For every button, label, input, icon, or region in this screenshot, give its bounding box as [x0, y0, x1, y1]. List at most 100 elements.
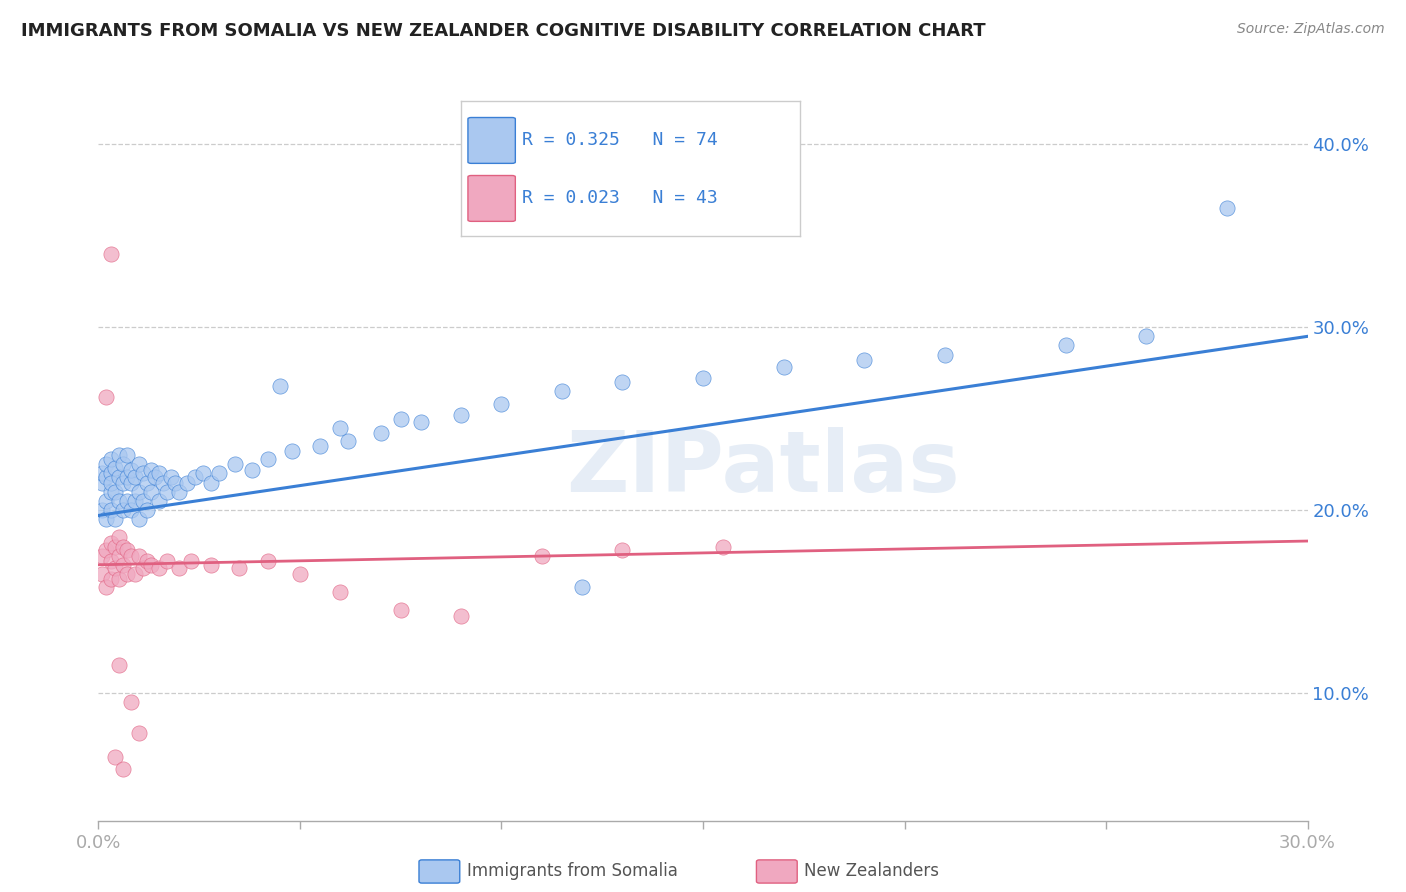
Point [128, 512, 150, 526]
Point [551, 384, 574, 399]
Point [128, 549, 150, 563]
Point [228, 561, 250, 575]
Point [143, 470, 166, 484]
Point [100, 503, 122, 517]
Point [612, 375, 634, 389]
Point [100, 247, 122, 261]
Point [103, 512, 125, 526]
Point [389, 411, 412, 425]
Point [100, 536, 122, 550]
Point [370, 426, 392, 441]
Point [107, 658, 129, 673]
Point [107, 448, 129, 462]
Point [409, 415, 432, 429]
Point [111, 558, 134, 572]
Point [100, 554, 122, 568]
Point [132, 467, 155, 481]
Point [111, 540, 134, 554]
Text: New Zealanders: New Zealanders [804, 863, 939, 880]
Point [96, 390, 118, 404]
Point [450, 609, 472, 624]
Point [1054, 338, 1077, 352]
Point [184, 470, 207, 484]
Point [152, 475, 174, 490]
Point [124, 470, 146, 484]
Point [107, 470, 129, 484]
Point [96, 580, 118, 594]
Point [148, 493, 170, 508]
Point [120, 549, 142, 563]
Point [120, 463, 142, 477]
Point [200, 475, 222, 490]
Point [111, 475, 134, 490]
Point [1216, 202, 1239, 216]
Point [124, 493, 146, 508]
Point [91, 503, 114, 517]
Point [103, 484, 125, 499]
Point [115, 470, 138, 484]
Point [135, 554, 157, 568]
Point [103, 461, 125, 475]
Point [135, 475, 157, 490]
Point [107, 493, 129, 508]
Point [156, 554, 179, 568]
Point [135, 503, 157, 517]
Point [288, 566, 311, 581]
Point [115, 448, 138, 462]
Point [115, 566, 138, 581]
Point [224, 457, 246, 471]
Point [91, 566, 114, 581]
Point [139, 558, 162, 572]
Point [107, 549, 129, 563]
Point [100, 467, 122, 481]
Point [934, 348, 956, 362]
Point [120, 503, 142, 517]
Point [200, 558, 222, 572]
Point [450, 408, 472, 422]
Point [91, 475, 114, 490]
Text: Source: ZipAtlas.com: Source: ZipAtlas.com [1237, 22, 1385, 37]
Point [111, 503, 134, 517]
Point [120, 475, 142, 490]
Point [100, 475, 122, 490]
Point [167, 561, 190, 575]
Point [256, 451, 278, 466]
Point [91, 467, 114, 481]
Point [139, 463, 162, 477]
Point [132, 561, 155, 575]
Point [692, 371, 714, 385]
Point [132, 493, 155, 508]
Point [128, 457, 150, 471]
Point [1135, 329, 1157, 343]
Point [208, 467, 231, 481]
Point [107, 530, 129, 544]
Point [96, 512, 118, 526]
Point [711, 540, 734, 554]
Point [128, 726, 150, 740]
Point [491, 397, 513, 411]
Point [148, 467, 170, 481]
Point [180, 554, 202, 568]
Point [120, 695, 142, 709]
Point [111, 457, 134, 471]
Point [281, 444, 304, 458]
Point [96, 543, 118, 558]
Point [96, 457, 118, 471]
Point [530, 549, 553, 563]
Point [167, 484, 190, 499]
Point [100, 484, 122, 499]
Point [91, 549, 114, 563]
Point [128, 484, 150, 499]
Text: Immigrants from Somalia: Immigrants from Somalia [467, 863, 678, 880]
Point [309, 439, 332, 453]
Point [329, 421, 352, 435]
Point [96, 470, 118, 484]
Point [100, 573, 122, 587]
Point [103, 540, 125, 554]
Point [107, 573, 129, 587]
Point [111, 763, 134, 777]
Point [103, 749, 125, 764]
Point [96, 493, 118, 508]
Point [139, 484, 162, 499]
Point [148, 561, 170, 575]
